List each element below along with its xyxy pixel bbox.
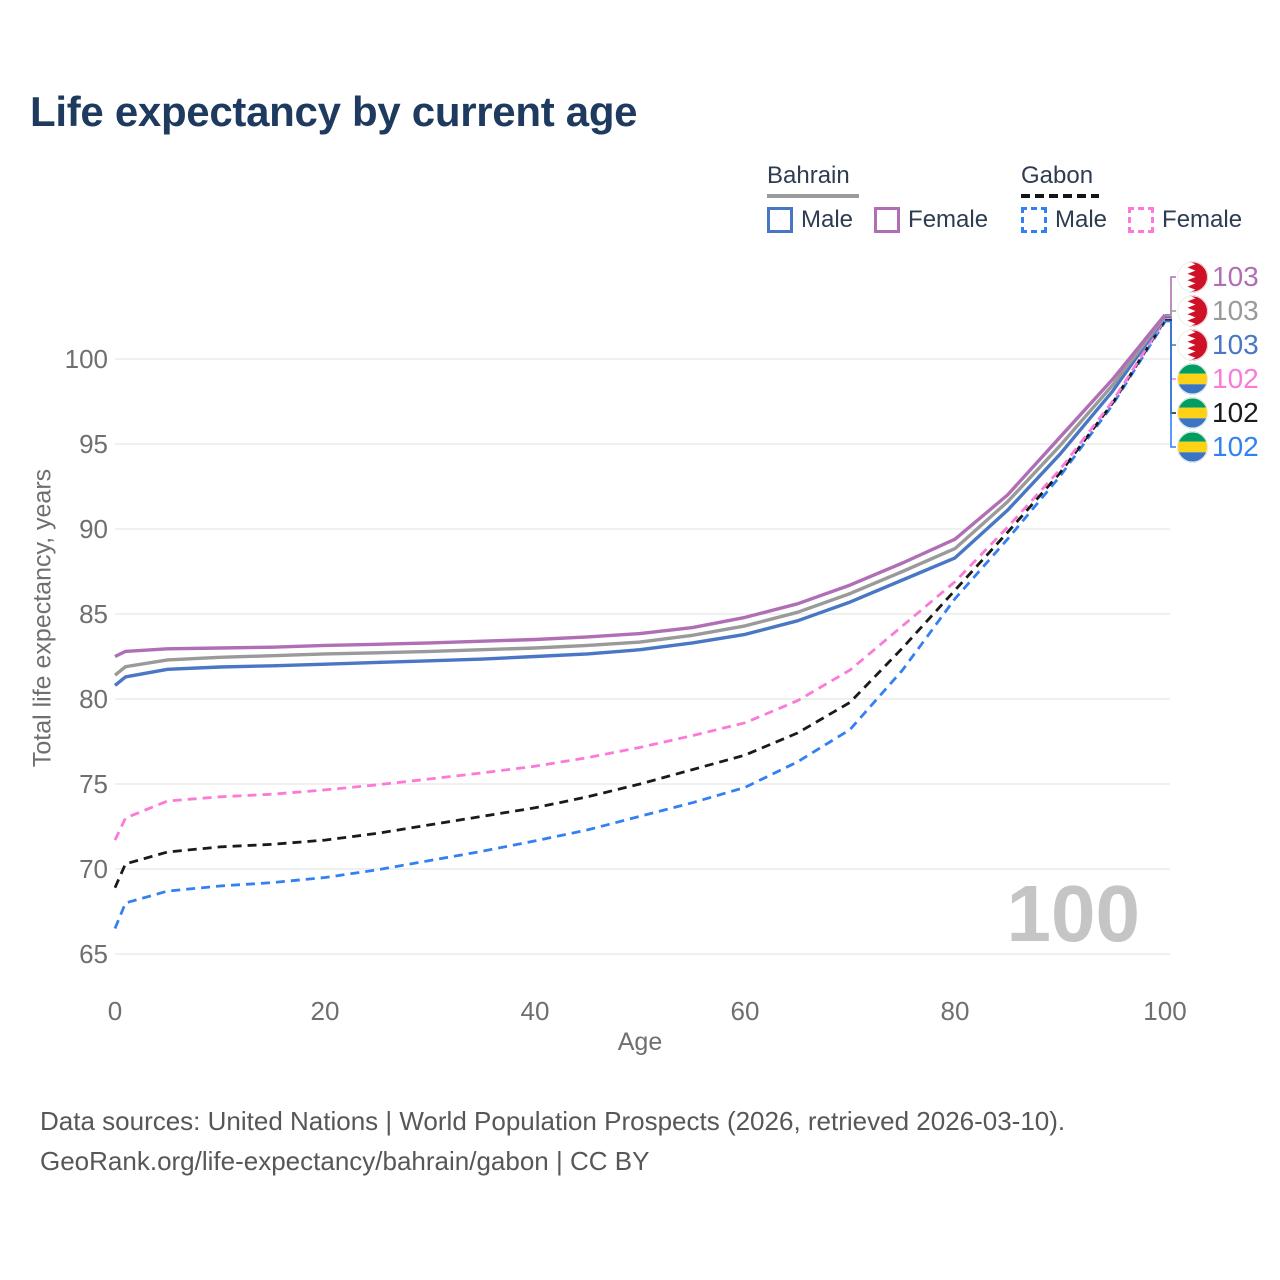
legend-swatch-icon <box>1021 207 1047 233</box>
y-tick-label: 80 <box>79 684 108 714</box>
bahrain-flag-icon <box>1177 261 1208 293</box>
y-tick-label: 95 <box>79 429 108 459</box>
series-line-gabon-male <box>113 320 1167 930</box>
series-line-gabon-both-sexes <box>113 319 1167 889</box>
end-label-connector <box>1165 319 1176 414</box>
legend-item-label: Male <box>1055 206 1108 233</box>
end-label-connector <box>1165 320 1176 448</box>
y-tick-label: 75 <box>79 769 108 799</box>
legend-item-bahrain-male[interactable]: Male <box>767 206 853 234</box>
legend-country-label-bahrain: Bahrain <box>767 162 850 189</box>
y-tick-label: 70 <box>79 854 108 884</box>
legend-country-label-gabon: Gabon <box>1021 162 1094 189</box>
series-line-bahrain-both-sexes <box>113 315 1167 677</box>
end-label-connector <box>1165 276 1176 316</box>
y-tick-label: 100 <box>64 344 108 374</box>
gabon-flag-icon <box>1177 431 1208 463</box>
legend-item-bahrain-female[interactable]: Female <box>874 206 988 234</box>
footer-attribution: GeoRank.org/life-expectancy/bahrain/gabo… <box>40 1146 650 1176</box>
end-value-label-bahrain-female: 103 <box>1212 261 1259 292</box>
x-tick-label: 100 <box>1143 996 1187 1026</box>
legend-swatch-icon <box>767 207 793 233</box>
end-label-connector <box>1165 318 1176 380</box>
end-label-connector <box>1165 310 1176 318</box>
series-line-bahrain-male <box>113 316 1167 687</box>
bahrain-flag-icon <box>1177 329 1208 361</box>
legend-dashed-line-sample <box>1021 194 1099 198</box>
end-value-label-gabon-both-sexes: 102 <box>1212 397 1259 428</box>
end-value-label-bahrain-both-sexes: 103 <box>1212 295 1259 326</box>
footer-data-sources: Data sources: United Nations | World Pop… <box>40 1106 1066 1136</box>
x-tick-label: 0 <box>107 996 123 1026</box>
x-tick-label: 80 <box>940 996 970 1026</box>
legend-item-label: Male <box>801 206 854 233</box>
legend-item-gabon-female[interactable]: Female <box>1128 206 1242 234</box>
end-value-label-gabon-male: 102 <box>1212 431 1259 462</box>
x-axis-title: Age <box>617 1028 663 1056</box>
legend-item-gabon-male[interactable]: Male <box>1021 206 1107 234</box>
y-tick-label: 90 <box>79 514 108 544</box>
x-tick-label: 60 <box>730 996 760 1026</box>
legend-group-gabon: Gabon Male Female <box>1021 162 1242 234</box>
gabon-flag-icon <box>1177 397 1208 429</box>
legend-swatch-icon <box>1128 207 1155 233</box>
page-title: Life expectancy by current age <box>30 88 638 135</box>
series-line-gabon-female <box>113 318 1167 841</box>
end-label-connector <box>1165 316 1176 346</box>
x-tick-label: 20 <box>310 996 340 1026</box>
legend-item-label: Female <box>908 206 989 233</box>
y-tick-label: 85 <box>79 599 108 629</box>
y-tick-label: 65 <box>79 939 108 969</box>
series-line-bahrain-female <box>114 313 1167 659</box>
end-value-label-gabon-female: 102 <box>1212 363 1259 394</box>
x-tick-label: 40 <box>520 996 550 1026</box>
bahrain-flag-icon <box>1177 295 1208 327</box>
legend-group-bahrain: Bahrain Male Female <box>767 162 988 234</box>
legend-solid-line-sample <box>767 194 859 198</box>
age-counter-watermark: 100 <box>1006 869 1140 958</box>
gabon-flag-icon <box>1177 363 1208 395</box>
end-value-label-bahrain-male: 103 <box>1212 329 1259 360</box>
legend-swatch-icon <box>874 207 901 233</box>
legend-item-label: Female <box>1162 206 1243 233</box>
